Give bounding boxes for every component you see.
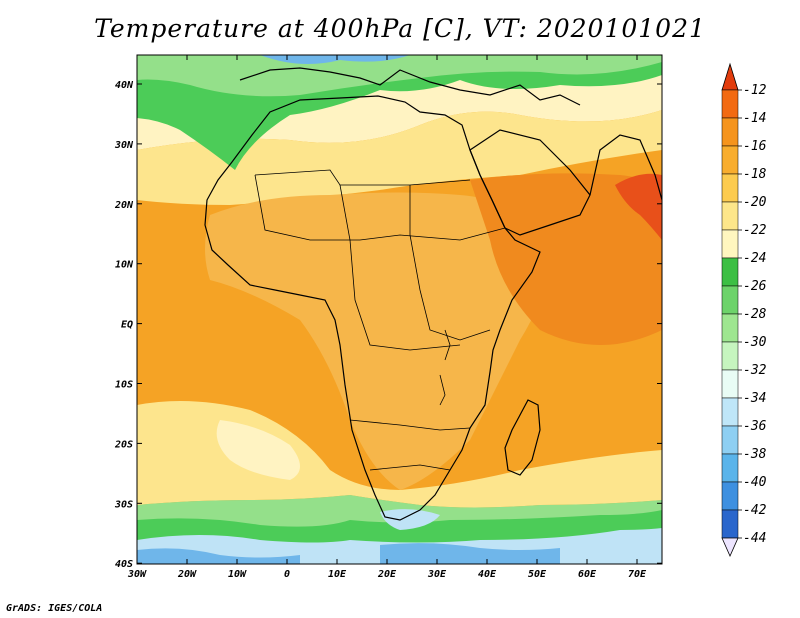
field-south-cream bbox=[216, 420, 300, 480]
x-tick-label: 30W bbox=[127, 569, 147, 580]
colorbar-label: -36 bbox=[743, 419, 767, 434]
colorbar-segment bbox=[721, 313, 739, 343]
credit-text: GrADS: IGES/COLA bbox=[6, 603, 103, 614]
coastlines bbox=[204, 67, 662, 521]
x-tick-label: 20E bbox=[377, 569, 397, 580]
colorbar-segment bbox=[721, 425, 739, 455]
border-2 bbox=[254, 174, 506, 241]
colorbar-segment bbox=[721, 145, 739, 175]
colorbar-label: -26 bbox=[743, 279, 767, 294]
colorbar-label: -20 bbox=[743, 195, 767, 210]
border-3 bbox=[339, 184, 461, 351]
colorbar-segment bbox=[721, 257, 739, 287]
field-north-pale bbox=[137, 110, 662, 205]
colorbar-top-arrow bbox=[721, 62, 739, 91]
y-axis: 40N 30N 20N 10N EQ 10S 20S 30S 40S bbox=[114, 80, 662, 570]
colorbar-bottom-arrow bbox=[721, 537, 739, 557]
x-tick-label: 50E bbox=[528, 569, 547, 580]
colorbar-label: -34 bbox=[743, 391, 766, 406]
chart-title: Temperature at 400hPa [C], VT: 202010102… bbox=[94, 14, 706, 43]
colorbar-segment bbox=[721, 117, 739, 147]
x-tick-label: 0 bbox=[284, 569, 290, 580]
temperature-field bbox=[137, 55, 662, 564]
y-tick-label: 30N bbox=[114, 140, 134, 151]
colorbar-label: -16 bbox=[743, 139, 767, 154]
x-axis: 30W 20W 10W 0 10E 20E 30E 40E 50E 60E 70E bbox=[127, 55, 647, 580]
colorbar-segment bbox=[721, 341, 739, 371]
europe-coast bbox=[239, 67, 581, 106]
asia-coast bbox=[589, 134, 662, 201]
colorbar-segment bbox=[721, 481, 739, 511]
colorbar: -12 -14 -16 -18 -20 -22 -24 -26 -28 -30 -32 -34 -36 -… bbox=[721, 62, 767, 557]
colorbar-label: -38 bbox=[743, 447, 767, 462]
arabia bbox=[469, 129, 591, 236]
colorbar-label: -42 bbox=[743, 503, 767, 518]
colorbar-segment bbox=[721, 397, 739, 427]
colorbar-segment bbox=[721, 201, 739, 231]
colorbar-segment bbox=[721, 89, 739, 119]
colorbar-label: -18 bbox=[743, 167, 767, 182]
field-red-patch bbox=[615, 173, 662, 240]
x-tick-label: 70E bbox=[628, 569, 647, 580]
y-tick-label: 20N bbox=[114, 200, 134, 211]
colorbar-segment bbox=[721, 285, 739, 315]
border-5 bbox=[349, 419, 471, 471]
colorbar-label: -28 bbox=[743, 307, 767, 322]
colorbar-label: -32 bbox=[743, 363, 767, 378]
lakes bbox=[439, 329, 451, 406]
y-tick-label: 10N bbox=[115, 260, 134, 271]
field-land-warm bbox=[205, 192, 560, 490]
plot-frame bbox=[136, 54, 663, 565]
colorbar-segment bbox=[721, 509, 739, 539]
field-hot-core bbox=[470, 173, 662, 345]
colorbar-segment bbox=[721, 369, 739, 399]
colorbar-label: -14 bbox=[743, 111, 766, 126]
y-tick-label: 30S bbox=[114, 499, 133, 510]
colorbar-label: -40 bbox=[743, 475, 767, 490]
x-tick-label: 10E bbox=[328, 569, 347, 580]
y-tick-label: 10S bbox=[115, 380, 133, 391]
colorbar-label: -22 bbox=[743, 223, 767, 238]
madagascar bbox=[504, 399, 541, 476]
colorbar-label: -30 bbox=[743, 335, 767, 350]
field-north-lightgreen bbox=[137, 55, 662, 97]
colorbar-segment bbox=[721, 453, 739, 483]
field-north-blue bbox=[260, 55, 410, 64]
colorbar-segment bbox=[721, 229, 739, 259]
colorbar-label: -44 bbox=[743, 531, 766, 546]
field-south-pale bbox=[137, 401, 662, 508]
x-tick-label: 60E bbox=[578, 569, 597, 580]
x-tick-label: 10W bbox=[228, 569, 247, 580]
field-sa-blue bbox=[380, 509, 440, 530]
y-tick-label: 20S bbox=[114, 439, 133, 450]
colorbar-label: -12 bbox=[743, 83, 767, 98]
y-tick-label: EQ bbox=[121, 320, 133, 331]
x-tick-label: 30E bbox=[427, 569, 447, 580]
y-tick-label: 40S bbox=[115, 559, 133, 570]
field-south-blue bbox=[137, 543, 560, 564]
x-tick-label: 20W bbox=[177, 569, 197, 580]
colorbar-segment bbox=[721, 173, 739, 203]
border-4 bbox=[409, 185, 491, 341]
x-tick-label: 40E bbox=[478, 569, 497, 580]
y-tick-label: 40N bbox=[115, 80, 134, 91]
colorbar-label: -24 bbox=[743, 251, 766, 266]
